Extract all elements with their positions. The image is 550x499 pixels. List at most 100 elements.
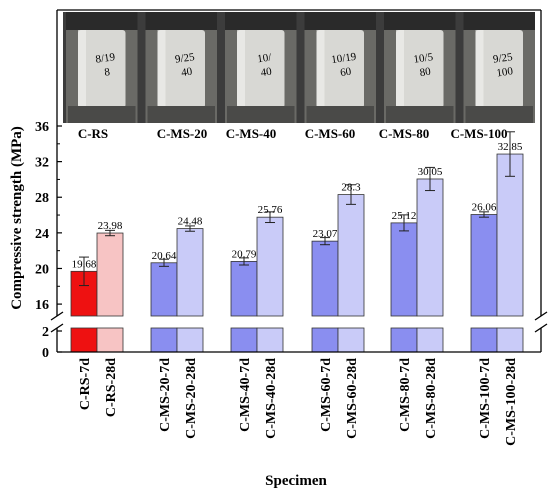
value-label: 26.06	[472, 202, 497, 214]
x-tick-label: C-MS-20-28d	[184, 358, 199, 439]
bars	[70, 153, 524, 353]
bar	[96, 232, 124, 317]
axis-break-band	[56, 317, 542, 327]
concrete-cylinder	[396, 30, 444, 108]
concrete-cylinder	[78, 30, 126, 108]
handwritten-mark: 8/198	[95, 51, 118, 80]
x-tick-label: C-MS-80-7d	[398, 358, 413, 432]
top-plate	[145, 12, 217, 30]
bottom-plate	[465, 106, 533, 123]
bar-lower-segment	[96, 327, 124, 353]
bar-lower-segment	[416, 327, 444, 353]
y-tick-label: 32	[35, 156, 49, 171]
y-tick-label: 36	[35, 120, 49, 135]
specimen-photo: 9/25100	[463, 12, 535, 123]
bar	[470, 214, 498, 317]
bar-lower-segment	[150, 327, 178, 353]
handwritten-mark: 10/580	[413, 51, 436, 80]
top-plate	[66, 12, 138, 30]
bar	[496, 153, 524, 317]
y-ticks: 16 20 24 28 32 36 0 2	[35, 120, 62, 361]
value-label: 32.85	[498, 141, 523, 153]
top-plate	[463, 12, 535, 30]
value-label: 20.64	[152, 250, 177, 262]
y-tick-label: 16	[35, 298, 49, 313]
value-label: 23.98	[98, 220, 123, 232]
x-tick-label: C-MS-40-7d	[238, 358, 253, 432]
value-labels: 19.68 23.98 20.64 24.48 20.79 25.76 23.07 28.3 2…	[72, 141, 523, 270]
handwritten-mark: 10/40	[256, 51, 274, 79]
bar	[416, 178, 444, 317]
concrete-cylinder	[237, 30, 285, 108]
bar-lower-segment	[470, 327, 498, 353]
x-category-labels: C-RS-7d C-RS-28d C-MS-20-7d C-MS-20-28d C-MS…	[78, 358, 519, 446]
photo-label: C-MS-40	[226, 126, 277, 141]
photo-label: C-MS-100	[450, 126, 507, 141]
value-label: 24.48	[178, 216, 203, 228]
handwritten-mark: 9/2540	[174, 51, 197, 80]
y-tick-label: 28	[35, 191, 49, 206]
handwritten-mark: 10/1960	[331, 51, 360, 80]
value-label: 25.76	[258, 204, 283, 216]
bar	[337, 194, 365, 317]
x-tick-label: C-MS-60-28d	[345, 358, 360, 439]
x-tick-label: C-MS-40-28d	[264, 358, 279, 439]
specimen-photo: 10/1960	[304, 12, 376, 123]
photo-label: C-MS-20	[157, 126, 208, 141]
x-tick-label: C-MS-100-28d	[504, 358, 519, 446]
top-plate	[304, 12, 376, 30]
bar-lower-segment	[230, 327, 258, 353]
value-label: 28.3	[341, 182, 361, 194]
photo-label: C-MS-60	[305, 126, 356, 141]
bar	[176, 228, 204, 317]
x-tick-label: C-RS-28d	[104, 358, 119, 417]
specimen-photo: 10/580	[384, 12, 456, 123]
y-tick-label: 2	[42, 325, 49, 340]
x-axis-label: Specimen	[265, 473, 327, 489]
concrete-cylinder	[157, 30, 205, 108]
bar	[150, 262, 178, 317]
handwritten-mark: 9/25100	[492, 51, 515, 80]
bar	[390, 222, 418, 317]
value-label: 23.07	[313, 228, 338, 240]
bottom-plate	[306, 106, 374, 123]
bar-lower-segment	[256, 327, 284, 353]
break-mark	[50, 311, 64, 321]
bottom-plate	[147, 106, 215, 123]
photo-label: C-RS	[78, 126, 108, 141]
break-mark	[50, 323, 64, 333]
value-label: 19.68	[72, 258, 97, 270]
value-label: 25.12	[392, 210, 417, 222]
value-label: 20.79	[232, 248, 257, 260]
bar-lower-segment	[176, 327, 204, 353]
bar	[256, 216, 284, 317]
specimen-photo: 8/198	[66, 12, 138, 123]
concrete-cylinder	[316, 30, 364, 108]
x-tick-label: C-MS-20-7d	[158, 358, 173, 432]
concrete-cylinder	[475, 30, 523, 108]
cylinder-highlight	[78, 30, 86, 108]
cylinder-highlight	[157, 30, 166, 108]
bottom-plate	[227, 106, 295, 123]
axes	[50, 9, 548, 353]
y-axis-label: Compressive strength (MPa)	[9, 126, 25, 310]
photo-label: C-MS-80	[379, 126, 430, 141]
bar	[311, 240, 339, 317]
top-plate	[384, 12, 456, 30]
x-tick-label: C-MS-60-7d	[319, 358, 334, 432]
cylinder-highlight	[237, 30, 245, 108]
specimen-photo-strip: 8/198 9/2540 10/40 10/1960 10/580 9/25100	[63, 12, 535, 123]
cylinder-highlight	[475, 30, 484, 108]
error-bars	[79, 131, 515, 287]
specimen-photo: 9/2540	[145, 12, 217, 123]
x-tick-label: C-MS-100-7d	[478, 358, 493, 439]
bar-lower-segment	[390, 327, 418, 353]
specimen-photo: 10/40	[225, 12, 297, 123]
break-mark	[534, 311, 548, 321]
cylinder-highlight	[316, 30, 325, 108]
x-tick-label: C-RS-7d	[78, 358, 93, 410]
bar-lower-segment	[496, 327, 524, 353]
y-tick-label: 0	[42, 346, 49, 361]
